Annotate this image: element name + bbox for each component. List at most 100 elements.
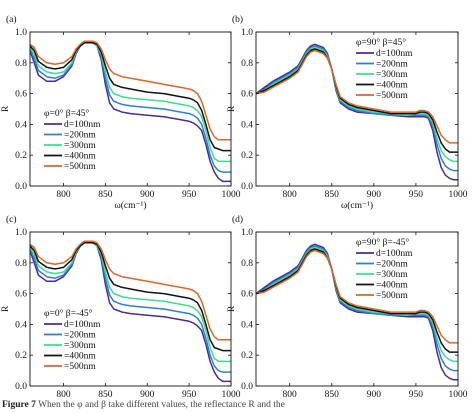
series-line-5 (256, 249, 458, 344)
y-tick-label: 0.4 (241, 120, 253, 130)
x-tick-label: 900 (140, 390, 155, 400)
series-group (256, 43, 458, 181)
series-line-4 (30, 42, 231, 152)
y-tick-label: 0.4 (15, 120, 27, 130)
caption-text: When the φ and β take different values, … (35, 400, 285, 410)
x-tick-label: 950 (409, 190, 424, 200)
y-axis-label: R (1, 305, 11, 312)
y-tick-label: 0.8 (15, 259, 27, 269)
y-tick-label: 0.4 (15, 320, 27, 330)
series-line-1 (30, 242, 231, 383)
x-axis-label: ω(cm⁻¹) (341, 200, 373, 211)
legend-label: =500nm (376, 91, 408, 101)
series-line-4 (30, 242, 231, 352)
x-tick-label: 850 (98, 190, 113, 200)
series-group (30, 240, 231, 383)
x-tick-label: 900 (367, 190, 382, 200)
y-axis-label: R (1, 105, 11, 112)
x-tick-label: 1000 (449, 390, 468, 400)
y-axis-label: R (227, 305, 237, 312)
y-tick-label: 0.6 (241, 90, 253, 100)
plot-frame (255, 31, 459, 187)
legend-title: φ=0° β=-45° (44, 308, 93, 319)
y-tick-label: 0.0 (15, 182, 27, 192)
series-line-3 (256, 246, 458, 363)
y-axis-label: R (227, 105, 237, 112)
x-tick-label: 1000 (449, 190, 468, 200)
y-tick-label: 0.8 (241, 59, 253, 69)
series-line-3 (256, 46, 458, 163)
legend: φ=0° β=45°d=100nm=200nm=300nm=400nm=500n… (44, 108, 101, 172)
x-tick-label: 800 (283, 390, 298, 400)
legend-label: =500nm (376, 291, 408, 301)
y-tick-label: 0.4 (241, 320, 253, 330)
x-tick-label: 950 (409, 390, 424, 400)
series-group (30, 40, 231, 183)
y-tick-label: 0.2 (15, 351, 27, 361)
series-line-1 (30, 42, 231, 183)
series-line-5 (256, 49, 458, 144)
legend-label: d=100nm (376, 49, 413, 59)
legend-title: φ=0° β=45° (44, 108, 89, 119)
legend-label: =300nm (376, 270, 408, 280)
legend-label: =200nm (376, 260, 408, 270)
y-tick-label: 1.0 (241, 28, 253, 38)
legend-label: =200nm (376, 60, 408, 70)
caption-label: Figure 7 (2, 400, 36, 410)
plot-frame (29, 31, 232, 187)
legend-label: =300nm (64, 341, 96, 351)
series-line-2 (30, 42, 231, 173)
y-tick-label: 0.2 (241, 151, 253, 161)
series-line-2 (256, 45, 458, 172)
series-line-2 (256, 245, 458, 372)
legend-label: d=100nm (376, 249, 413, 259)
y-tick-label: 0.8 (15, 59, 27, 69)
legend-label: =200nm (64, 131, 96, 141)
legend: φ=90° β=-45°d=100nm=200nm=300nm=400nm=50… (356, 237, 413, 301)
series-group (256, 243, 458, 381)
y-tick-label: 0.6 (241, 290, 253, 300)
legend-label: =400nm (64, 152, 96, 162)
legend-label: d=100nm (64, 120, 101, 130)
legend-label: d=100nm (64, 320, 101, 330)
y-tick-label: 0.6 (15, 290, 27, 300)
panel-label: (b) (232, 14, 243, 25)
y-tick-label: 0.8 (241, 259, 253, 269)
chart-panel-3: 80085090095010000.00.20.40.60.81.0ω(cm⁻¹… (1, 214, 241, 400)
x-tick-label: 800 (56, 390, 71, 400)
x-tick-label: 850 (98, 390, 113, 400)
chart-panel-1: 800 850 900 950 1000 0.0 0.2 0.4 0.6 0.8 1.0 ω(cm⁻¹… (1, 14, 241, 211)
x-tick-label: 800 (283, 190, 298, 200)
series-line-3 (30, 42, 231, 163)
x-axis-label: ω(cm⁻¹) (114, 200, 146, 211)
series-line-5 (30, 240, 231, 341)
x-tick-label: 1000 (222, 390, 241, 400)
legend-label: =200nm (64, 331, 96, 341)
x-tick-label: 850 (325, 390, 340, 400)
legend-label: =400nm (64, 352, 96, 362)
legend-label: =400nm (376, 81, 408, 91)
legend-title: φ=90° β=-45° (356, 237, 409, 248)
x-tick-label: 900 (367, 390, 382, 400)
series-line-3 (30, 242, 231, 363)
legend-label: =300nm (376, 70, 408, 80)
y-tick-label: 1.0 (15, 228, 27, 238)
x-tick-label: 1000 (222, 190, 241, 200)
figure-caption: Figure 7 When the φ and β take different… (2, 400, 472, 413)
y-tick-label: 0.0 (241, 182, 253, 192)
plot-frame (29, 231, 232, 387)
legend-title: φ=90° β=45° (356, 37, 406, 48)
legend-label: =300nm (64, 141, 96, 151)
figure: 800 850 900 950 10000.00.20.40.60.81.0ω(cm⁻¹… (1, 14, 468, 400)
legend-label: =500nm (64, 362, 96, 372)
y-tick-label: 1.0 (241, 228, 253, 238)
panel-label: (a) (6, 14, 17, 25)
series-line-2 (30, 242, 231, 373)
x-tick-label: 900 (140, 190, 155, 200)
legend-label: =400nm (376, 281, 408, 291)
plot-frame (255, 231, 459, 387)
y-tick-label: 0.0 (241, 382, 253, 392)
x-tick-label: 950 (182, 390, 197, 400)
y-tick-label: 1.0 (15, 28, 27, 38)
x-tick-label: 800 (56, 190, 71, 200)
